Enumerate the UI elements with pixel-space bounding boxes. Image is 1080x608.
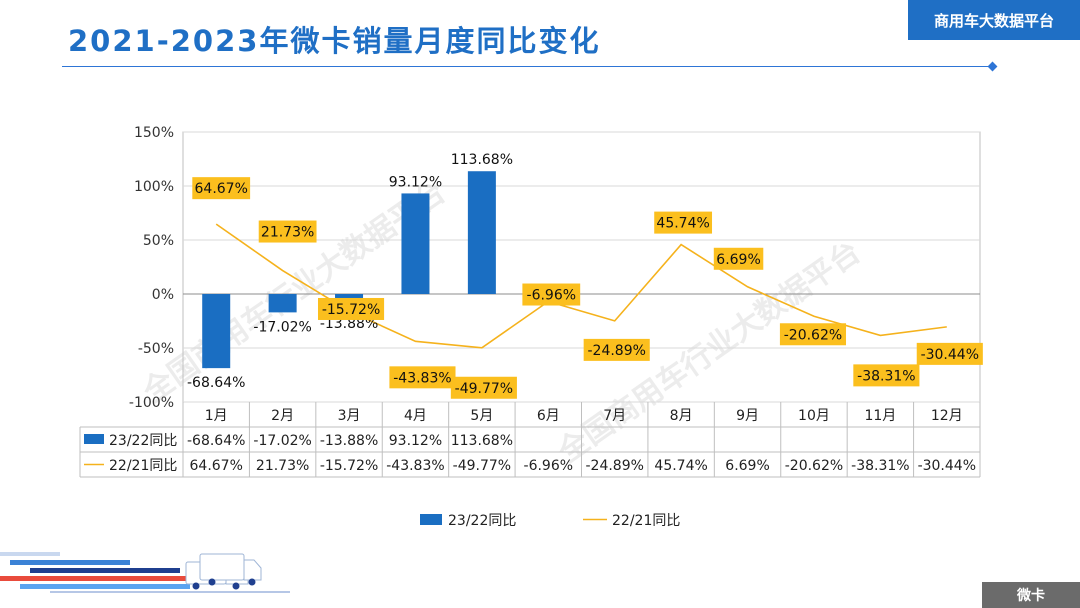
line-data-label: -49.77% [455,381,513,397]
y-tick-label: 0% [152,287,174,303]
table-cell: -49.77% [453,458,511,474]
table-cell: -13.88% [320,433,378,449]
x-tick-label: 12月 [931,408,963,424]
y-tick-label: 100% [134,179,174,195]
x-tick-label: 2月 [271,408,294,424]
grid-layer: -100% -50% 0% 50% 100% 150% [129,125,981,411]
table-cell: -38.31% [851,458,909,474]
bar-data-label: 113.68% [451,152,513,168]
x-tick-label: 3月 [338,408,361,424]
bar-data-label: -17.02% [253,319,311,335]
table-cell: 93.12% [389,433,442,449]
line-label-box [779,323,847,346]
data-labels: -68.64% -17.02% -13.88% 93.12% 113.68% 64.67%… [187,152,983,399]
title-divider [62,66,994,67]
line-data-label: 64.67% [195,181,248,197]
legend-swatch-bar [420,514,442,525]
line-label-box [192,177,251,200]
table-cell: -30.44% [918,458,976,474]
table-row-header: 23/22同比 [109,433,177,449]
line-data-label: 21.73% [261,225,314,241]
watermark-layer: 全国商用车行业大数据平台 全国商用车行业大数据平台 [136,175,867,471]
line-data-label: -38.31% [857,368,915,384]
x-tick-label: 7月 [603,408,626,424]
line-label-box [583,338,650,361]
line-data-label: 45.74% [656,216,709,232]
slide-title: 2021-2023年微卡销量月度同比变化 [68,24,601,58]
bar [268,294,297,313]
bar-data-label: -13.88% [320,316,378,332]
bar [202,294,231,369]
x-tick-label: 6月 [537,408,560,424]
table-cell: -6.96% [524,458,574,474]
table-cell: -68.64% [187,433,245,449]
bar [467,171,496,294]
table-cell: 6.69% [725,458,769,474]
bar [401,193,430,294]
table-cell: -43.83% [386,458,444,474]
data-table: 1月 2月 3月 4月 5月 6月 7月 8月 9月 10月 11月 12月 23/22同比 22/21同… [79,402,981,478]
legend-key-bar [84,434,104,444]
table-cell: -15.72% [320,458,378,474]
table-cell: -17.02% [253,433,311,449]
y-tick-label: 50% [143,233,174,249]
y-tick-label: -100% [129,395,174,411]
line-label-box [258,220,317,243]
line-label-box [389,366,456,389]
table-cell: -20.62% [785,458,843,474]
line-data-label: 6.69% [716,252,760,268]
line-data-label: -30.44% [921,347,979,363]
category-badge: 微卡 [982,582,1080,608]
line-data-label: -24.89% [587,343,645,359]
x-tick-label: 5月 [470,408,493,424]
x-tick-label: 1月 [205,408,228,424]
bar-data-label: -68.64% [187,375,245,391]
table-cell: 113.68% [451,433,513,449]
x-tick-label: 10月 [798,408,830,424]
bar-series [202,171,496,369]
x-tick-label: 4月 [404,408,427,424]
table-cell: 21.73% [256,458,309,474]
brand-badge: 商用车大数据平台 [908,0,1080,40]
table-row-header: 22/21同比 [109,458,177,474]
y-tick-label: 150% [134,125,174,141]
table-cell: 45.74% [654,458,707,474]
line-label-box [317,297,385,320]
line-label-box [654,211,713,234]
bar-data-label: 93.12% [389,174,442,190]
line-label-box [713,247,764,270]
y-tick-label: -50% [138,341,174,357]
line-data-label: -43.83% [393,370,451,386]
truck-graphic [0,552,290,593]
legend-label: 22/21同比 [612,513,680,529]
x-tick-label: 9月 [736,408,759,424]
table-cell: -24.89% [585,458,643,474]
line-label-box [522,283,581,306]
line-data-label: -15.72% [322,302,380,318]
line-data-label: -20.62% [784,327,842,343]
line-label-box [853,364,920,387]
x-tick-label: 8月 [670,408,693,424]
line-data-label: -6.96% [527,288,577,304]
x-tick-label: 11月 [864,408,896,424]
legend-label: 23/22同比 [448,513,516,529]
line-label-box [450,376,517,399]
legend: 23/22同比 22/21同比 [420,513,680,529]
table-cell: 64.67% [190,458,243,474]
line-label-box [916,342,983,365]
